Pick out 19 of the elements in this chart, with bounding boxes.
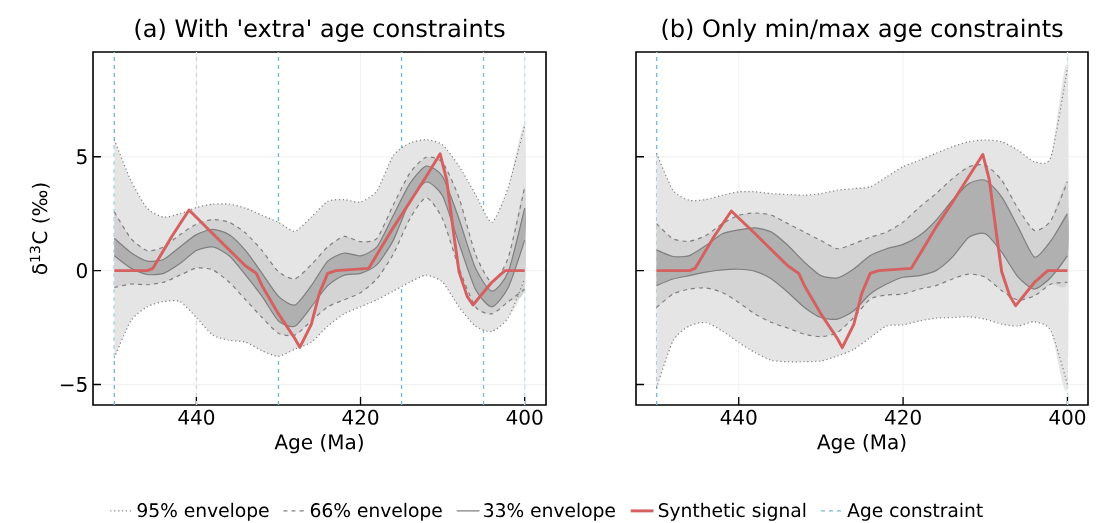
x-tick-label: 440 [720, 409, 757, 425]
x-axis-title: Age (Ma) [274, 433, 363, 454]
legend-label: 95% envelope [137, 502, 269, 521]
y-tick-label: −5 [60, 377, 87, 392]
y-tick-label: 0 [76, 263, 87, 279]
legend-label: Synthetic signal [658, 502, 806, 521]
legend-label: 66% envelope [310, 502, 442, 521]
x-tick-label: 400 [1049, 409, 1086, 425]
x-tick-label: 400 [506, 409, 543, 425]
x-axis-title: Age (Ma) [817, 433, 906, 454]
x-tick-label: 420 [884, 409, 921, 425]
legend-label: 33% envelope [484, 502, 615, 521]
chart-title: (b) Only min/max age constraints [662, 18, 1063, 42]
chart-title: (a) With 'extra' age constraints [135, 18, 505, 42]
y-axis-title: δ$^{13}$C (‰) [29, 183, 50, 275]
y-tick-label: 5 [77, 149, 87, 165]
x-tick-label: 440 [178, 409, 215, 425]
x-tick-label: 420 [342, 409, 379, 425]
legend-label: Age constraint [847, 502, 983, 521]
